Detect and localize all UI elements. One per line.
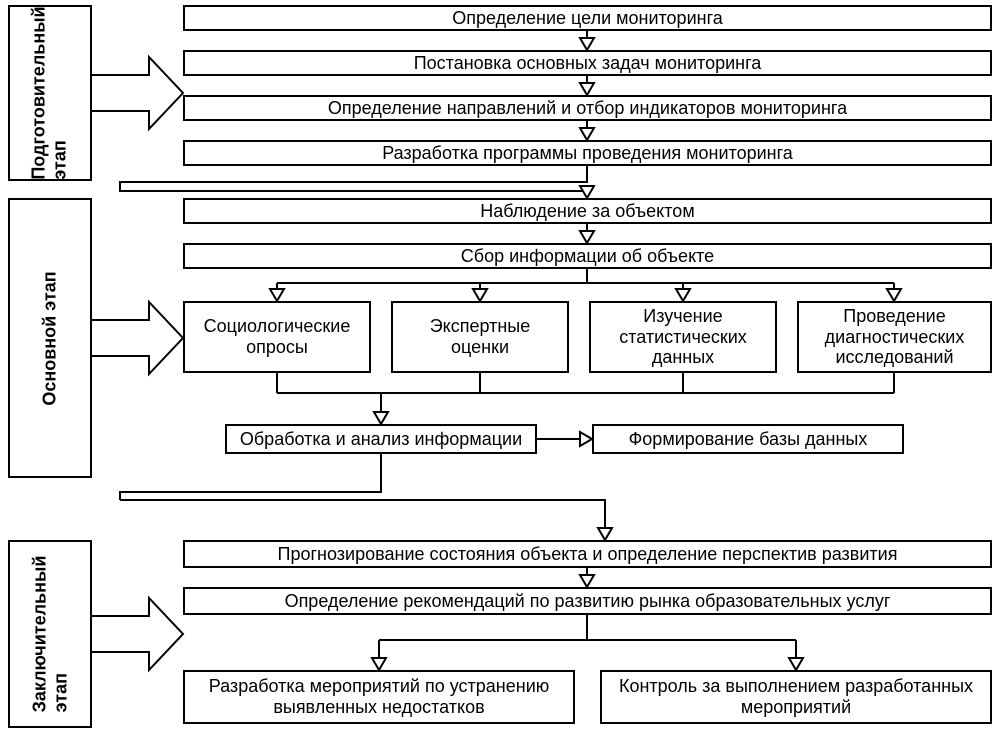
stage-label-stage3: Заключительныйэтап <box>8 540 92 728</box>
node-n12: Разработка мероприятий по устранению выя… <box>183 670 575 724</box>
node-n8: Обработка и анализ информации <box>225 424 537 454</box>
node-n7a: Социологические опросы <box>183 301 371 373</box>
node-n13: Контроль за выполнением разработанных ме… <box>600 670 992 724</box>
node-n2: Постановка основных задач мониторинга <box>183 50 992 76</box>
stage-label-text: Заключительныйэтап <box>29 556 71 713</box>
node-n5: Наблюдение за объектом <box>183 198 992 224</box>
node-n3: Определение направлений и отбор индикато… <box>183 95 992 121</box>
node-n4: Разработка программы проведения монитори… <box>183 140 992 166</box>
node-n7b: Экспертные оценки <box>391 301 569 373</box>
stage-label-text: Основной этап <box>40 271 61 405</box>
node-n6: Сбор информации об объекте <box>183 243 992 269</box>
node-n7d: Проведение диагностических исследований <box>797 301 992 373</box>
node-n11: Определение рекомендаций по развитию рын… <box>183 587 992 615</box>
node-n9: Формирование базы данных <box>592 424 904 454</box>
stage-label-stage2: Основной этап <box>8 198 92 478</box>
node-n1: Определение цели мониторинга <box>183 5 992 31</box>
node-n7c: Изучение статистических данных <box>589 301 777 373</box>
node-n10: Прогнозирование состояния объекта и опре… <box>183 540 992 568</box>
stage-label-text: Подготовительныйэтап <box>29 6 71 179</box>
stage-label-stage1: Подготовительныйэтап <box>8 5 92 181</box>
